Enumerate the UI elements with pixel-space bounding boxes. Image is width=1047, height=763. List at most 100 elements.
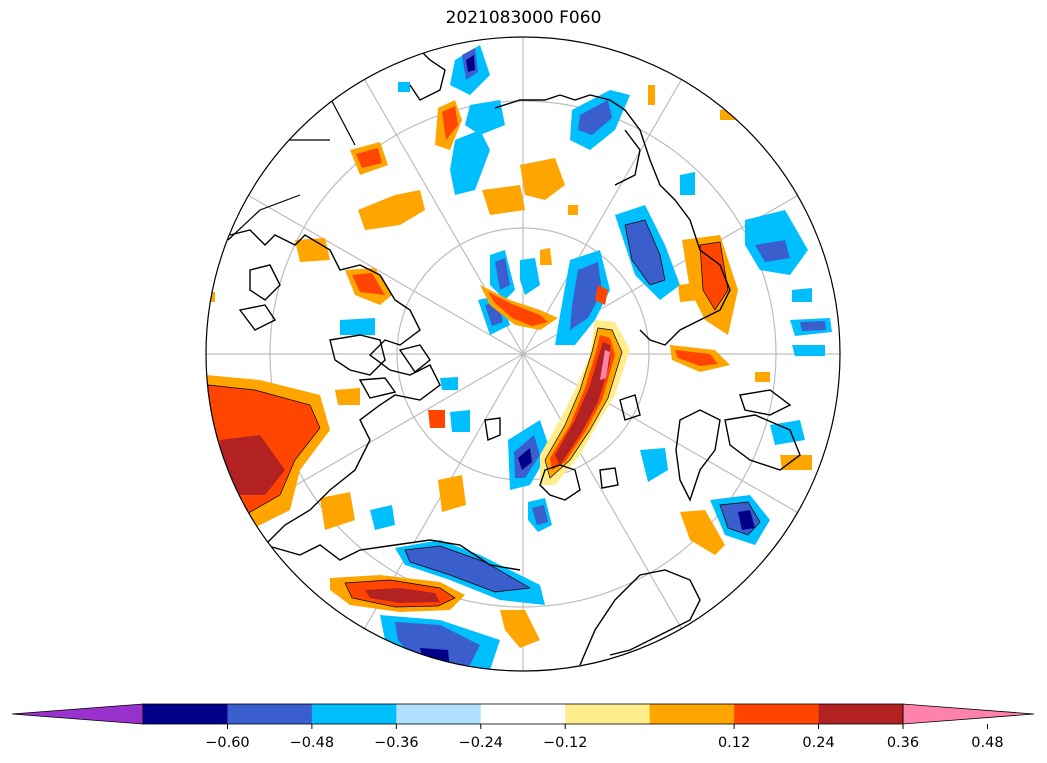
pos-region	[442, 106, 458, 140]
colorbar-cell	[311, 704, 397, 724]
neg-region	[450, 130, 490, 195]
neg-region	[570, 262, 602, 330]
pos-region	[595, 285, 608, 305]
neg-region	[398, 82, 410, 92]
coastline	[358, 377, 397, 399]
contour-line	[404, 545, 532, 593]
coastline	[264, 539, 521, 571]
shaded-fields	[206, 37, 840, 671]
pos-region	[678, 283, 700, 302]
coastline	[484, 417, 501, 441]
pos-region	[540, 248, 552, 265]
colorbar-extend-high	[902, 703, 1035, 725]
colorbar-cell	[143, 704, 228, 724]
colorbar-tick-label: 0.36	[887, 735, 919, 751]
pos-region	[295, 238, 330, 262]
pos-region	[365, 588, 440, 603]
pos-region	[320, 492, 355, 530]
colorbar-cell	[396, 704, 482, 724]
colorbar-tick-label: 0.48	[971, 735, 1003, 751]
map-boundary	[205, 36, 841, 672]
coastline	[675, 409, 721, 502]
colorbar-ticks: −0.60 −0.48 −0.36 −0.24 −0.12 0.12 0.24 0.36 0.4…	[205, 724, 1004, 751]
pos-region	[500, 610, 540, 648]
colorbar-cell	[818, 704, 904, 724]
neg-region	[738, 510, 755, 530]
pos-region	[520, 158, 565, 200]
pos-region	[352, 273, 385, 295]
colorbar: −0.60 −0.48 −0.36 −0.24 −0.12 0.12 0.24 0.36 0.4…	[11, 703, 1035, 751]
colorbar-cell	[649, 704, 735, 724]
pos-region	[358, 190, 425, 230]
contour-line	[624, 219, 666, 286]
neg-region	[680, 172, 695, 195]
contour-line	[719, 501, 761, 536]
colorbar-tick-label: −0.48	[290, 735, 334, 751]
pos-region	[335, 388, 360, 405]
neg-region	[792, 288, 812, 302]
pos-region	[720, 108, 735, 120]
pos-region	[568, 205, 578, 215]
coastline	[559, 94, 731, 346]
colorbar-cell	[480, 704, 566, 724]
pos-region	[680, 510, 725, 555]
pos-region	[438, 475, 466, 512]
coastline	[739, 389, 792, 416]
neg-region	[792, 345, 825, 356]
neg-region	[532, 505, 548, 525]
coastline	[329, 334, 386, 376]
neg-region	[450, 410, 470, 432]
pos-region	[482, 185, 525, 215]
contour-line	[544, 327, 623, 479]
pos-region	[600, 350, 610, 380]
boundary-line	[227, 194, 301, 241]
neg-region	[640, 448, 668, 482]
pos-region	[700, 242, 728, 310]
colorbar-tick-label: 0.24	[802, 735, 834, 751]
map-disk	[205, 36, 841, 672]
neg-region	[340, 318, 375, 335]
pos-region	[675, 350, 718, 366]
neg-region	[755, 240, 790, 262]
colorbar-cells	[143, 704, 904, 724]
colorbar-tick-label: −0.24	[459, 735, 503, 751]
colorbar-cell	[565, 704, 651, 724]
colorbar-tick-label: 0.12	[718, 735, 750, 751]
pos-region	[356, 148, 382, 168]
neg-region	[495, 258, 510, 290]
pos-region	[780, 455, 812, 470]
neg-region	[518, 448, 532, 470]
colorbar-extend-low	[11, 703, 144, 725]
neg-region	[405, 546, 530, 592]
coastline	[614, 129, 641, 186]
coastline	[619, 394, 641, 421]
neg-region	[520, 258, 540, 295]
neg-region	[578, 100, 612, 135]
contour-line	[344, 579, 456, 608]
colorbar-frame	[142, 703, 904, 725]
meridian-line	[248, 194, 524, 355]
neg-region	[370, 505, 395, 530]
neg-region	[770, 420, 805, 445]
neg-region	[466, 55, 475, 72]
neg-region	[465, 100, 505, 135]
neg-region	[800, 321, 826, 331]
coastline	[409, 44, 446, 101]
coastline	[599, 467, 619, 489]
pos-region	[488, 292, 548, 326]
colorbar-tick-label: −0.36	[374, 735, 418, 751]
map-title: 2021083000 F060	[445, 8, 602, 28]
colorbar-tick-label: −0.12	[543, 735, 587, 751]
meridian-line	[522, 79, 683, 355]
coastline	[579, 569, 701, 666]
colorbar-tick-label: −0.60	[205, 735, 249, 751]
pos-region	[220, 435, 285, 495]
pos-region	[428, 410, 445, 428]
meridian-line	[522, 353, 798, 514]
coastline	[249, 264, 281, 301]
pos-region	[555, 342, 610, 465]
pos-region	[755, 372, 770, 382]
coastline	[238, 304, 277, 331]
colorbar-cell	[734, 704, 820, 724]
